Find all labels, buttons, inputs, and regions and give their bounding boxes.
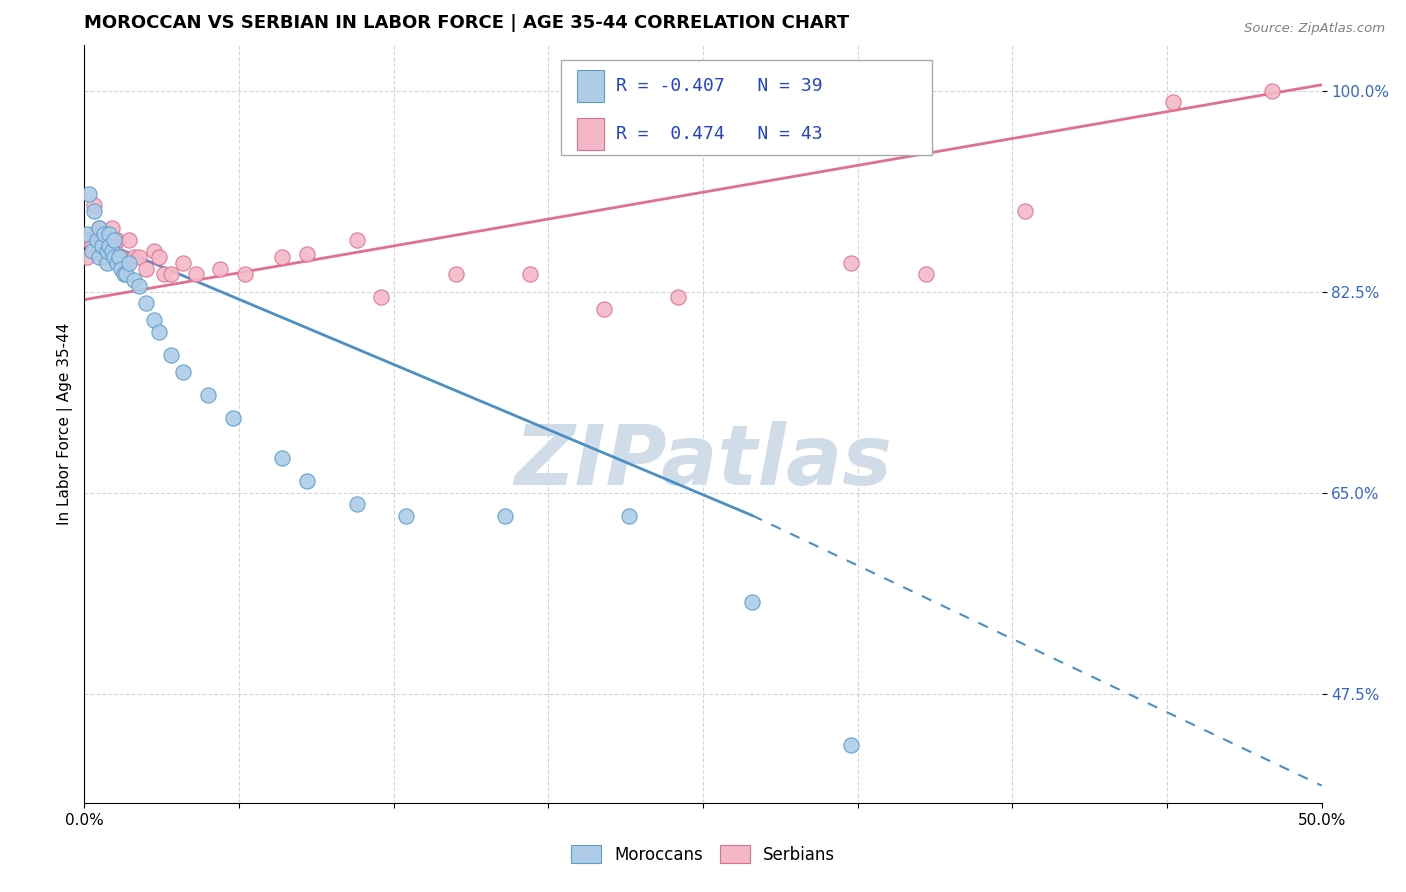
Point [135,261,157,276]
Point [1261,84,1284,98]
Text: ZIPatlas: ZIPatlas [515,421,891,502]
Point [160,268,183,282]
FancyBboxPatch shape [576,70,605,103]
FancyBboxPatch shape [576,118,605,150]
Point [98,227,121,242]
Point [86,233,108,247]
Point [118,233,141,247]
Point [841,739,863,753]
Point [96,244,118,259]
Point [103,250,125,264]
Point [494,508,516,523]
Point [108,250,131,264]
Point [89,250,111,264]
Point [83,204,105,219]
Point [128,250,150,264]
Point [519,268,541,282]
Point [105,256,128,270]
Point [172,256,194,270]
Point [83,198,105,212]
Point [148,250,170,264]
Point [148,325,170,339]
Point [110,261,132,276]
Point [346,233,368,247]
Point [914,268,936,282]
Point [172,365,194,379]
Point [197,388,219,402]
Point [233,268,256,282]
Point [112,261,135,276]
Point [89,221,111,235]
Point [103,238,125,252]
Point [184,268,207,282]
Point [100,244,122,259]
Point [271,250,294,264]
Point [209,261,232,276]
Point [80,244,103,259]
Point [105,233,128,247]
Point [370,290,392,304]
Text: Source: ZipAtlas.com: Source: ZipAtlas.com [1244,22,1385,36]
Point [1014,204,1036,219]
Y-axis label: In Labor Force | Age 35-44: In Labor Force | Age 35-44 [58,323,73,524]
Text: R =  0.474   N = 43: R = 0.474 N = 43 [616,125,823,143]
Point [1161,95,1184,109]
Point [89,244,111,259]
Point [395,508,418,523]
Point [444,268,467,282]
Point [152,268,174,282]
Point [741,595,763,609]
Point [142,244,165,259]
Point [122,250,145,264]
Text: R = -0.407   N = 39: R = -0.407 N = 39 [616,78,823,95]
Point [128,278,150,293]
Point [122,273,145,287]
Point [96,227,118,242]
Point [90,238,112,252]
Point [100,221,122,235]
Point [76,227,98,242]
Point [666,290,689,304]
Point [103,233,125,247]
Point [295,246,318,260]
Point [79,186,101,201]
Point [86,227,108,242]
Point [93,250,115,264]
Point [79,233,101,247]
Point [108,256,131,270]
Point [118,256,141,270]
Point [841,256,863,270]
Point [617,508,640,523]
Point [96,256,118,270]
Point [98,244,121,259]
Point [271,451,294,466]
Point [346,497,368,511]
Point [295,474,318,488]
Point [160,348,183,362]
Point [98,250,121,264]
Legend: Moroccans, Serbians: Moroccans, Serbians [564,838,842,871]
Point [98,238,121,252]
Point [110,250,132,264]
Point [142,313,165,327]
Point [593,301,616,316]
Point [90,233,112,247]
Text: MOROCCAN VS SERBIAN IN LABOR FORCE | AGE 35-44 CORRELATION CHART: MOROCCAN VS SERBIAN IN LABOR FORCE | AGE… [84,14,849,32]
Point [93,227,115,242]
Point [135,296,157,310]
FancyBboxPatch shape [561,60,932,154]
Point [115,268,138,282]
Point [80,238,103,252]
Point [112,268,135,282]
Point [89,221,111,235]
Point [76,250,98,264]
Point [222,411,245,425]
